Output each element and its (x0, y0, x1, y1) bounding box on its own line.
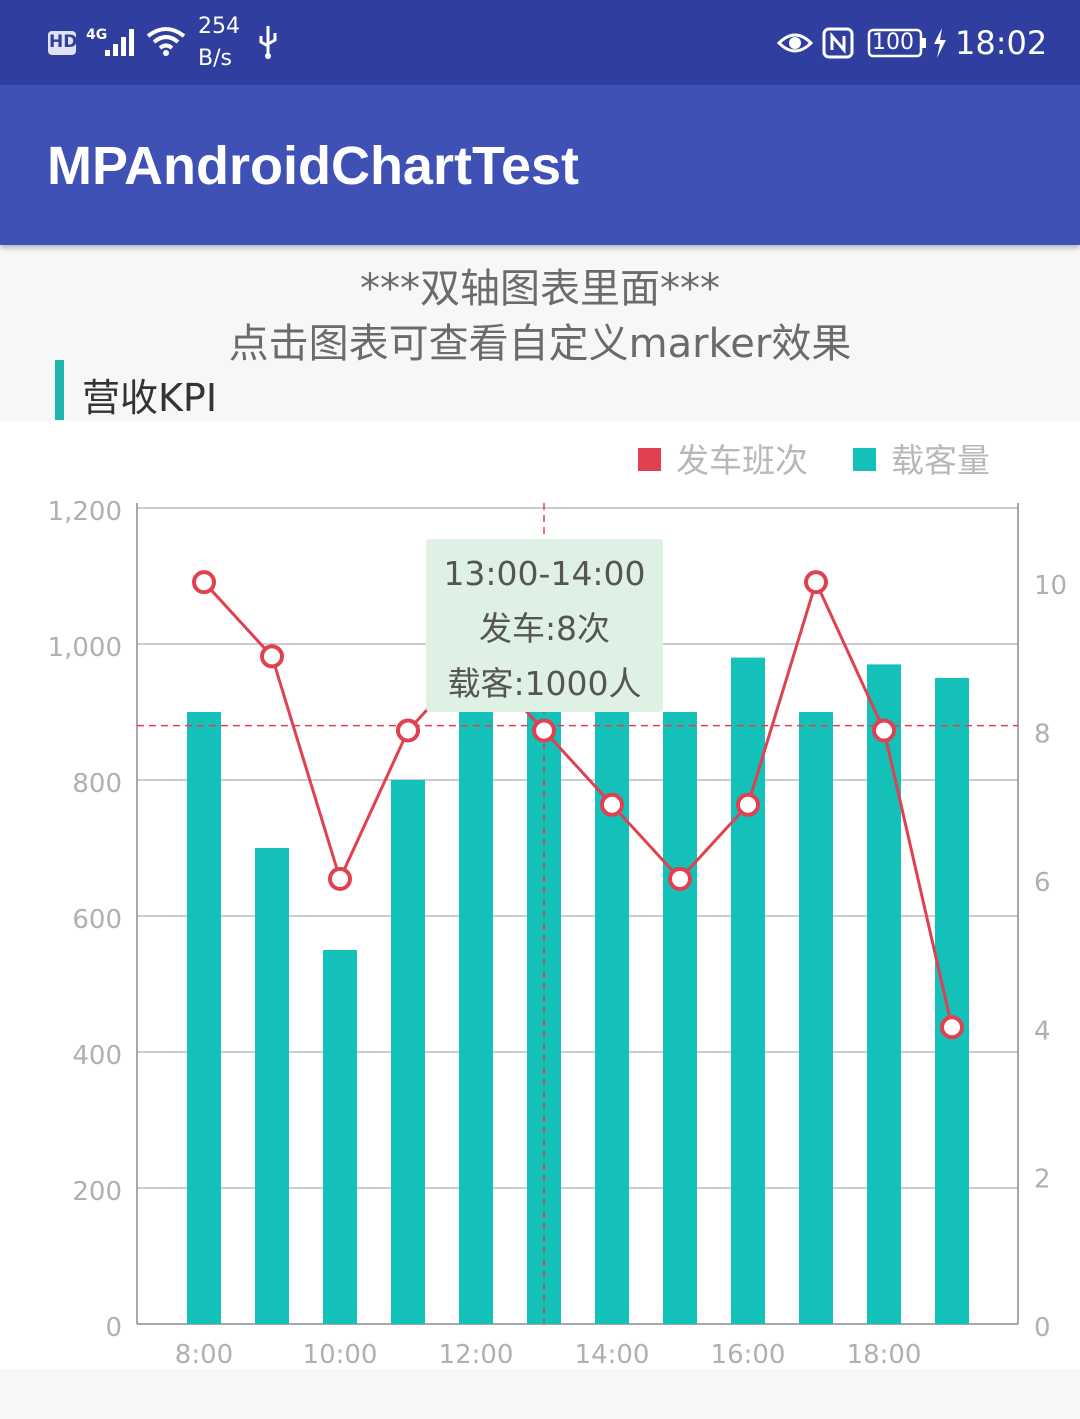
clock: 18:02 (955, 24, 1048, 62)
charging-icon (934, 28, 946, 58)
bar (867, 664, 901, 1324)
line-point (192, 570, 216, 595)
right-axis-tick-label: 4 (1034, 1016, 1051, 1046)
section-accent-bar (55, 360, 64, 420)
header-line-2: 点击图表可查看自定义marker效果 (228, 321, 852, 367)
left-axis-tick-label: 1,000 (48, 633, 122, 663)
x-axis-tick-label: 8:00 (175, 1340, 233, 1369)
legend-label: 发车班次 (676, 441, 808, 480)
network-type: 4G (86, 27, 108, 43)
line-point (668, 866, 692, 891)
bar (799, 712, 833, 1324)
bar (391, 780, 425, 1324)
x-axis-tick-label: 18:00 (847, 1340, 922, 1369)
battery-level: 100 (872, 30, 914, 55)
wifi-icon (146, 27, 186, 56)
bar (323, 950, 357, 1324)
line-point (260, 644, 284, 669)
left-axis-tick-label: 600 (72, 905, 122, 935)
left-axis-tick-label: 400 (72, 1041, 122, 1071)
right-axis-tick-label: 0 (1034, 1313, 1051, 1343)
chart-marker: 13:00-14:00 发车:8次 载客:1000人 (426, 539, 663, 712)
left-axis-tick-label: 0 (105, 1313, 122, 1343)
header-line-1: ***双轴图表里面*** (360, 266, 720, 312)
bar (731, 657, 765, 1324)
legend-swatch (638, 448, 661, 471)
x-axis-tick-label: 16:00 (711, 1340, 786, 1369)
line-point (328, 866, 352, 891)
right-axis-tick-label: 6 (1034, 868, 1051, 898)
net-speed-value: 254 (198, 14, 240, 39)
combined-chart[interactable]: 0 200 400 600 800 1,000 1,200 0 2 4 6 8 10 8:00 10:00 1… (0, 421, 1080, 1369)
legend-swatch (853, 448, 876, 471)
bar (527, 712, 561, 1324)
app-title: MPAndroidChartTest (47, 136, 579, 196)
line-point (600, 792, 624, 817)
line-point (872, 718, 896, 743)
legend-label: 载客量 (891, 441, 990, 480)
left-axis-tick-label: 800 (72, 769, 122, 799)
right-axis-tick-label: 8 (1034, 720, 1051, 750)
status-bar: HD 4G 254 B/s 100 18:02 (0, 0, 1080, 85)
x-axis-tick-label: 12:00 (439, 1340, 514, 1369)
left-axis-tick-label: 1,200 (48, 497, 122, 527)
section-title: 营收KPI (82, 376, 218, 420)
line-point (396, 718, 420, 743)
line-point (940, 1015, 964, 1040)
bar (255, 848, 289, 1324)
eye-icon (777, 33, 813, 53)
marker-time-range: 13:00-14:00 (443, 554, 646, 593)
hd-icon (48, 31, 76, 55)
left-axis-tick-label: 200 (72, 1177, 122, 1207)
bar (187, 712, 221, 1324)
signal-icon (105, 29, 134, 56)
line-point (804, 570, 828, 595)
marker-passengers: 载客:1000人 (447, 664, 642, 703)
x-axis-tick-label: 10:00 (303, 1340, 378, 1369)
chart-panel[interactable]: 0 200 400 600 800 1,000 1,200 0 2 4 6 8 10 8:00 10:00 1… (0, 421, 1080, 1369)
nfc-icon (822, 27, 854, 59)
right-axis-tick-label: 10 (1034, 571, 1067, 601)
usb-icon (259, 26, 277, 59)
bar (935, 678, 969, 1324)
bar (663, 712, 697, 1324)
right-axis-tick-label: 2 (1034, 1165, 1051, 1195)
line-point (532, 718, 556, 743)
marker-departures: 发车:8次 (478, 609, 611, 648)
line-series (202, 577, 954, 1028)
x-axis-tick-label: 14:00 (575, 1340, 650, 1369)
app-bar: MPAndroidChartTest (0, 85, 1080, 245)
line-point (736, 792, 760, 817)
net-speed-unit: B/s (198, 46, 232, 71)
hd-label: HD (49, 32, 78, 52)
bar (459, 712, 493, 1324)
battery-icon (867, 28, 926, 58)
